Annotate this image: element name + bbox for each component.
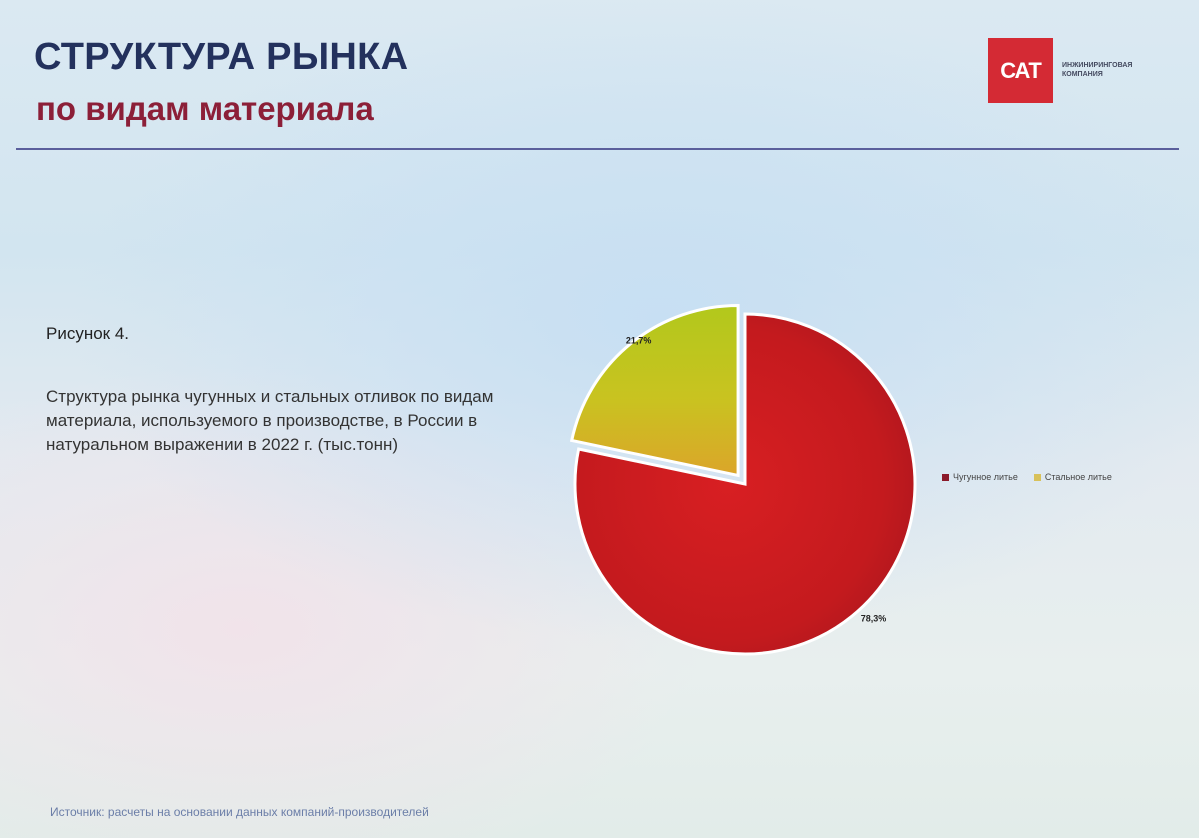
logo-caption: ИНЖИНИРИНГОВАЯ КОМПАНИЯ	[1062, 61, 1132, 79]
legend-label-cast-iron: Чугунное литье	[953, 472, 1018, 482]
figure-label: Рисунок 4.	[46, 324, 130, 343]
page-title: СТРУКТУРА РЫНКА	[34, 36, 409, 78]
company-logo: САТ	[988, 38, 1053, 103]
legend-label-steel: Стальное литье	[1044, 472, 1112, 482]
figure-description: Структура рынка чугунных и стальных отли…	[46, 387, 494, 454]
logo-caption-line2: КОМПАНИЯ	[1062, 71, 1103, 78]
pie-slice-steel	[569, 303, 740, 478]
legend-item-steel: Стальное литье	[1033, 472, 1112, 482]
page-subtitle: по видам материала	[36, 90, 374, 127]
pie-label-steel: 21,7%	[626, 336, 652, 346]
pie-label-cast-iron: 78,3%	[861, 613, 887, 623]
source-note: Источник: расчеты на основании данных ко…	[50, 805, 429, 819]
logo-letters: САТ	[1000, 57, 1042, 83]
pie-slice-cast-iron	[573, 312, 917, 656]
logo-caption-line1: ИНЖИНИРИНГОВАЯ	[1062, 62, 1133, 69]
chart-legend: Чугунное литье Стальное литье	[942, 472, 1112, 482]
legend-item-cast-iron: Чугунное литье	[942, 472, 1018, 482]
legend-swatch-cast-iron	[942, 473, 949, 481]
legend-swatch-steel	[1033, 473, 1041, 481]
header-divider	[16, 148, 1179, 150]
